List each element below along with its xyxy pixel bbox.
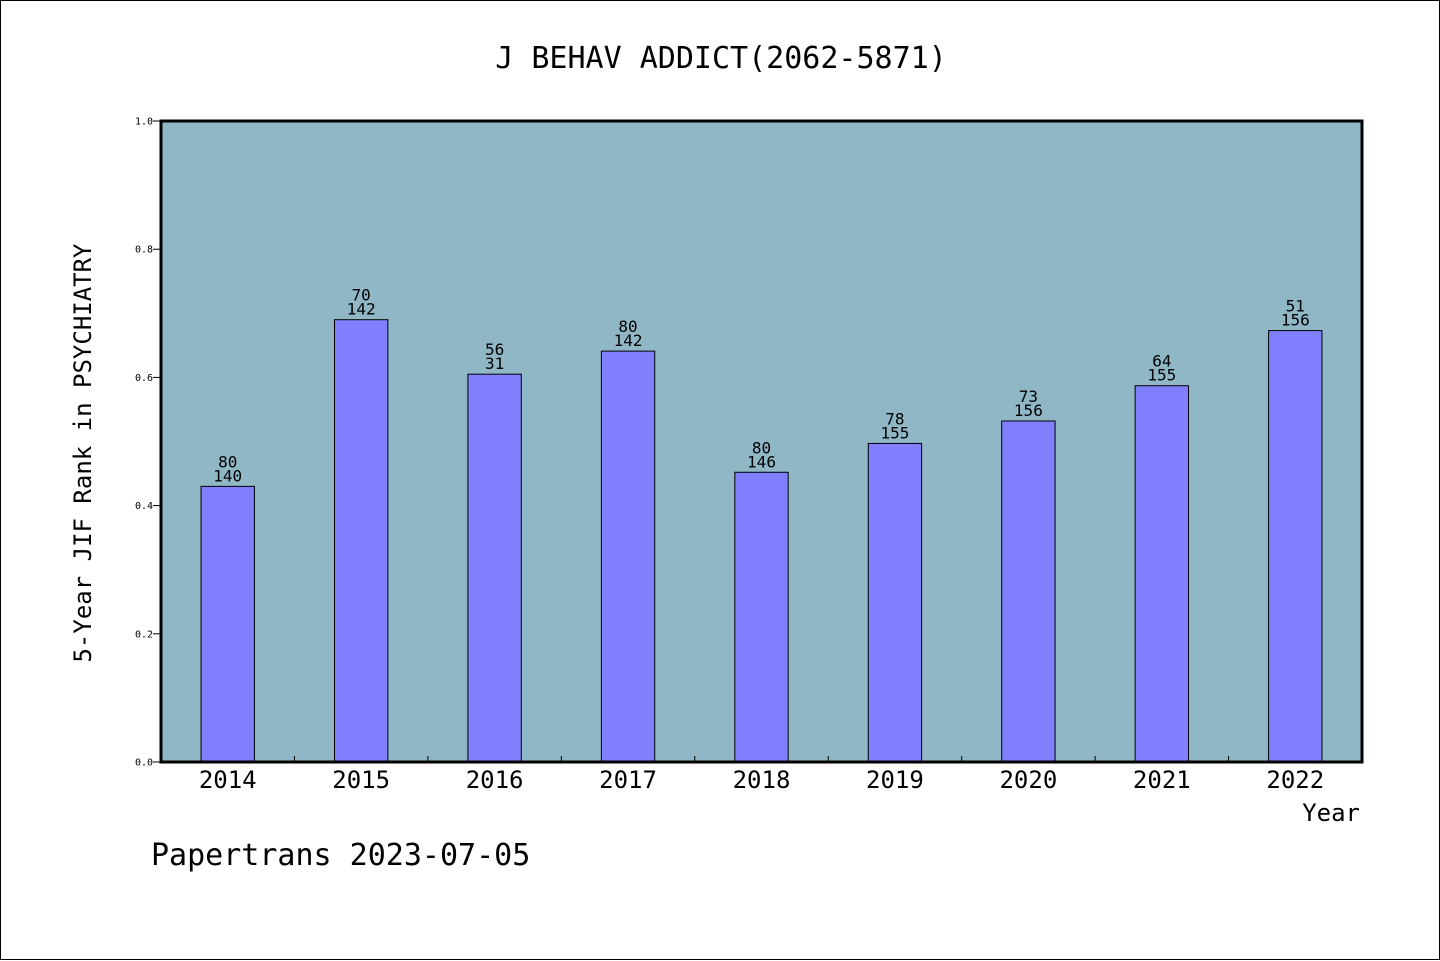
bar-label-bottom: 155 — [880, 423, 909, 442]
bar-2015 — [333, 319, 389, 763]
x-tick-label: 2021 — [1133, 766, 1191, 794]
bar-label-bottom: 142 — [614, 331, 643, 350]
bar-label-top: 80 — [752, 438, 771, 457]
bar-labels-group: 8014070142563180142801467815573156641555… — [213, 286, 1309, 486]
bar-label-top: 51 — [1286, 297, 1305, 316]
y-axis-label: 5-Year JIF Rank in PSYCHIATRY — [69, 243, 97, 663]
bar-label-top: 70 — [352, 286, 371, 305]
bar-2019 — [867, 442, 923, 763]
bar-2020 — [1001, 420, 1056, 763]
y-tick-label: 0.6 — [135, 373, 153, 384]
chart-title: J BEHAV ADDICT(2062-5871) — [495, 41, 947, 76]
x-tick-label: 2014 — [199, 766, 257, 794]
bar-label-top: 56 — [485, 340, 504, 359]
bar-label-top: 80 — [618, 317, 637, 336]
x-axis: 2014 2015 2016 2017 2018 2019 2020 2021 2022 — [199, 756, 1324, 794]
y-axis: 0.0 0.2 0.4 0.6 0.8 1.0 — [135, 117, 161, 769]
bar-2022 — [1268, 330, 1323, 763]
bar-label-bottom: 31 — [485, 354, 504, 373]
x-tick-label: 2022 — [1266, 766, 1324, 794]
x-tick-label: 2018 — [733, 766, 791, 794]
x-tick-label: 2017 — [599, 766, 657, 794]
bar-2021 — [1134, 385, 1190, 763]
bar-2018 — [734, 471, 789, 763]
y-tick-label: 1.0 — [135, 117, 153, 128]
bar-label-bottom: 146 — [747, 452, 776, 471]
plot-border — [159, 119, 1364, 764]
y-tick-label: 0.2 — [135, 629, 153, 640]
y-tick-label: 0.0 — [135, 758, 153, 769]
bar-label-bottom: 140 — [213, 466, 242, 485]
bar-2014 — [200, 485, 255, 763]
bar-label-top: 80 — [218, 452, 237, 471]
bar-2016 — [467, 373, 522, 763]
x-tick-label: 2015 — [332, 766, 390, 794]
y-tick-label: 0.8 — [135, 245, 153, 256]
footer-source-date: Papertrans 2023-07-05 — [151, 838, 530, 873]
bars-group — [200, 319, 1323, 763]
bar-label-top: 78 — [885, 409, 904, 428]
bar-label-bottom: 142 — [347, 300, 376, 319]
x-axis-label: Year — [1302, 799, 1360, 827]
bar-label-bottom: 156 — [1014, 401, 1043, 420]
bar-label-top: 73 — [1019, 387, 1038, 406]
bar-2017 — [600, 350, 656, 763]
bar-label-bottom: 155 — [1147, 366, 1176, 385]
y-tick-label: 0.4 — [135, 501, 153, 512]
bar-label-bottom: 156 — [1281, 311, 1310, 330]
x-tick-label: 2016 — [466, 766, 524, 794]
bar-label-top: 64 — [1152, 352, 1171, 371]
x-tick-label: 2020 — [999, 766, 1057, 794]
x-tick-label: 2019 — [866, 766, 924, 794]
